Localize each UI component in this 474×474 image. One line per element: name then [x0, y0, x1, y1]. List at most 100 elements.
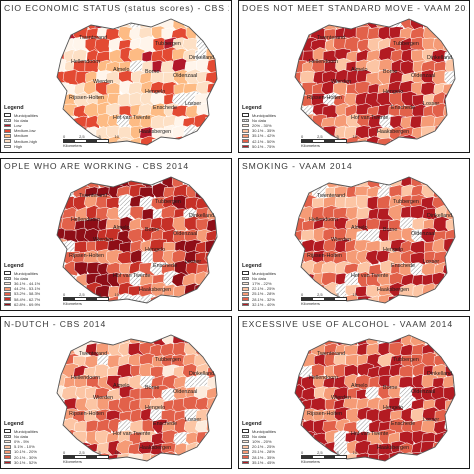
legend-item: No data: [242, 434, 298, 439]
region-cell: [443, 294, 455, 303]
scale-bar-graphic: [63, 455, 109, 459]
legend-swatch: [242, 281, 249, 286]
legend-label: 58.4% - 62.7%: [14, 296, 41, 302]
region-cell: [215, 137, 217, 145]
region-cell: [456, 17, 471, 34]
place-label: Haaksbergen: [377, 287, 409, 293]
region-cell: [457, 453, 470, 470]
region-cell: [57, 177, 69, 192]
place-label: Oldenzaal: [411, 231, 435, 237]
legend-label: 5.1% - 10%: [14, 444, 35, 450]
legend-item: Medium-low: [4, 128, 60, 133]
legend-swatch: [4, 139, 11, 144]
place-label: Rijssen-Holten: [307, 95, 342, 101]
region-cell: [295, 186, 307, 204]
region-cell: [410, 296, 428, 303]
map-panel-non-dutch: Twenterand Tubbergen Dinkelland Hellendoorn…: [0, 316, 232, 469]
region-cell: [457, 40, 470, 57]
legend-swatch: [4, 113, 11, 118]
place-label: Dinkelland: [427, 55, 452, 61]
region-cell: [205, 177, 217, 190]
scale-tick: 10: [114, 134, 119, 139]
region-cell: [387, 295, 405, 303]
region-cell: [454, 366, 455, 383]
region-cell: [61, 274, 79, 292]
region-cell: [216, 385, 217, 402]
place-label: Rijssen-Holten: [69, 253, 104, 259]
legend-label: Municipalities: [252, 112, 277, 118]
map-panel-people-working: Twenterand Tubbergen Dinkelland Hellendoorn…: [0, 158, 232, 311]
region-cell: [452, 377, 455, 393]
region-cell: [216, 195, 217, 214]
region-cell: [207, 124, 217, 143]
scale-tick: 10: [114, 450, 119, 455]
legend-label: Medium: [14, 133, 29, 139]
choropleth-map: Twenterand Tubbergen Dinkelland Hellendoorn…: [56, 333, 232, 462]
legend-item: High: [4, 144, 60, 149]
legend-swatch: [242, 460, 249, 465]
region-cell: [443, 184, 455, 204]
scale-tick: 5: [98, 134, 101, 139]
scale-tick: 2,5: [79, 292, 85, 297]
region-cell: [456, 92, 470, 108]
place-label: Enschede: [153, 105, 177, 111]
region-cell: [432, 440, 448, 459]
scale-tick: 2,5: [79, 450, 85, 455]
region-outline: [56, 176, 218, 304]
region-cell: [215, 440, 217, 458]
region-cell: [295, 335, 307, 347]
legend-item: 17% - 22%: [242, 281, 298, 286]
region-cell: [218, 345, 232, 360]
legend-swatch: [242, 439, 249, 444]
region-cell: [195, 177, 212, 193]
region-cell: [454, 353, 455, 371]
legend-item: 0% - 5%: [4, 439, 60, 444]
region-cell: [454, 335, 455, 350]
place-label: Wierden: [331, 79, 351, 85]
scale-unit: Kilometers: [301, 459, 320, 464]
region-cell: [57, 238, 68, 256]
region-cell: [57, 185, 67, 204]
region-cell: [218, 186, 232, 201]
place-label: Borne: [145, 385, 159, 391]
place-label: Twenterand: [317, 351, 345, 357]
scale-tick: 5: [336, 292, 339, 297]
legend-label: 35.1% - 45%: [252, 459, 275, 465]
region-cell: [219, 333, 232, 349]
legend-swatch: [242, 134, 249, 138]
legend-swatch: [4, 287, 11, 291]
region-cell: [194, 283, 210, 303]
region-cell: [433, 177, 452, 189]
place-label: Rijssen-Holten: [69, 95, 104, 101]
place-label: Rijssen-Holten: [307, 411, 342, 417]
place-label: Oldenzaal: [411, 73, 435, 79]
region-cell: [456, 419, 471, 434]
panel-title: DOES NOT MEET STANDARD MOVE - VAAM 2014: [242, 3, 467, 13]
place-label: Dinkelland: [189, 371, 214, 377]
legend-label: 25.1% - 28%: [252, 449, 275, 455]
region-cell: [409, 137, 427, 145]
legend-swatch: [4, 439, 11, 444]
place-label: Wierden: [331, 237, 351, 243]
legend-item: No data: [4, 118, 60, 123]
place-label: Borne: [383, 227, 397, 233]
region-cell: [295, 343, 307, 360]
legend-item: 35.1% - 45%: [242, 460, 298, 465]
legend-swatch: [4, 281, 11, 286]
region-cell: [207, 442, 217, 459]
legend-label: 28.1% - 35%: [252, 454, 275, 460]
region-cell: [456, 186, 470, 204]
region-cell: [217, 262, 232, 277]
region-cell: [216, 104, 217, 120]
region-cell: [300, 19, 315, 33]
region-cell: [216, 206, 217, 223]
legend-swatch: [4, 134, 11, 138]
place-label: Dinkelland: [189, 55, 214, 61]
legend-label: No data: [252, 117, 267, 123]
legend-label: 62.8% - 69.9%: [14, 301, 41, 307]
legend-item: Municipalities: [4, 113, 60, 118]
legend-items: Municipalities No data 17% - 22% 22.1% - 25…: [242, 271, 298, 307]
region-cell: [206, 103, 217, 123]
legend-swatch: [242, 276, 249, 281]
region-cell: [207, 335, 217, 352]
